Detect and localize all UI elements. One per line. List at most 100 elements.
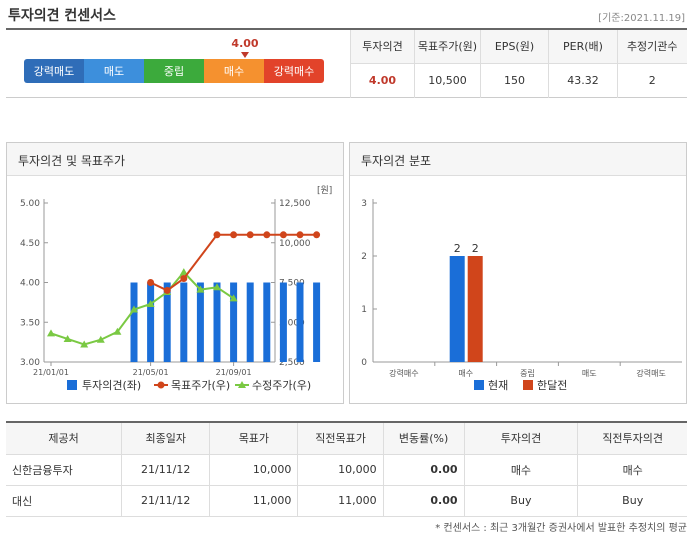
y-left-tick-label: 5.00 [20,199,40,209]
provider-table: 제공처 최종일자 목표가 직전목표가 변동률(%) 투자의견 직전투자의견 신한금융투자 21… [6,421,687,517]
y-left-tick-label: 3.00 [20,358,40,368]
target-price-point [213,231,221,239]
y-tick-label: 1 [361,305,367,315]
summary-table: 투자의견 목표주가(원) EPS(원) PER(배) 추정기관수 4.00 10… [350,30,687,98]
x-tick-label: 21/01/01 [33,368,69,377]
opinion-marker-icon [241,52,249,58]
opinion-marker-value: 4.00 [231,37,259,50]
provider-row: 대신 21/11/12 11,000 11,000 0.00 Buy Buy [6,485,687,517]
prev-opinion: Buy [577,485,687,517]
opinion-bar [163,282,171,362]
legend-target-swatch [157,381,165,389]
x-tick-label: 매수 [458,369,473,378]
prev-target-price: 10,000 [297,454,384,486]
scale-buy: 매수 [204,59,264,83]
adj-price-point [213,283,221,291]
bar-value-label: 2 [454,242,461,255]
y-right-tick-label: 7,500 [279,279,305,289]
target-price-point [230,231,238,239]
target-price-point [263,231,271,239]
y-right-tick-label: 2,500 [279,358,305,368]
provider-header: 투자의견 [463,422,578,455]
change-rate: 0.00 [382,485,465,517]
scale-neutral: 중립 [144,59,204,83]
x-tick-label: 강력매수 [389,368,418,378]
summary-header: PER(배) [548,30,618,64]
target-price-line [150,233,317,292]
last-date: 21/11/12 [121,485,210,517]
opinion-bar [213,282,221,362]
opinion-bar [263,282,271,362]
target-price-point [180,275,188,283]
y-left-tick-label: 3.50 [20,318,40,328]
change-rate: 0.00 [382,454,465,486]
adj-price-line [50,270,235,346]
x-tick-label: 매도 [582,369,597,378]
opinion-bar [180,282,188,362]
target-price-point [296,231,304,239]
y-right-tick-label: 12,500 [279,199,311,209]
x-tick-label: 21/05/01 [133,368,169,377]
target-price: 10,000 [209,454,298,486]
x-tick-label: 21/09/01 [216,368,252,377]
legend-swatch [474,380,484,390]
opinion-bar [147,282,155,362]
adj-price-point [196,285,205,293]
summary-per: 43.32 [548,63,618,98]
y-left-tick-label: 4.00 [20,279,40,289]
y-left-tick-label: 4.50 [20,239,40,249]
opinion-target-panel: 투자의견 및 목표주가 5.00 4.50 4.00 3.50 3.00 12,500 10… [6,142,344,404]
opinion-bar [246,282,254,362]
adj-price-point [47,329,55,337]
page-title: 투자의견 컨센서스 [8,8,116,24]
legend-label: 목표주가(우) [171,379,230,392]
footnote: * 컨센서스 : 최근 3개월간 증권사에서 발표한 추정치의 평균 [435,523,687,534]
opinion-scale: 강력매도 매도 중립 매수 강력매수 [24,59,326,83]
month-ago-bar [467,256,483,362]
scale-strong-buy: 강력매수 [264,59,324,83]
opinion-bar [279,282,287,362]
y-right-tick-label: 5,000 [279,318,305,328]
legend-label: 투자의견(좌) [82,379,141,392]
scale-strong-sell: 강력매도 [24,59,84,83]
target-price-point [279,231,287,239]
opinion: Buy [463,485,578,517]
adj-price-point [146,299,155,307]
current-bar [449,256,465,362]
opinion-bar [313,282,321,362]
y-tick-label: 3 [361,199,367,209]
legend-label: 현재 [488,379,508,392]
legend-label: 한달전 [537,379,567,392]
provider-row: 신한금융투자 21/11/12 10,000 10,000 0.00 매수 매수 [6,454,687,486]
opinion-bar [196,282,204,362]
target-price-point [246,231,254,239]
target-price-point [147,279,155,286]
y-tick-label: 2 [361,252,367,262]
x-tick-label: 중립 [520,369,535,378]
summary-header: 투자의견 [350,30,415,64]
provider-header: 최종일자 [121,422,210,455]
y-tick-label: 0 [361,358,367,368]
summary-target-price: 10,500 [414,63,481,98]
summary-estimators: 2 [617,63,687,98]
y-right-tick-label: 10,000 [279,239,311,249]
provider-name: 대신 [6,485,122,517]
summary-eps: 150 [480,63,549,98]
x-tick-label: 강력매도 [636,368,665,378]
target-price-point [313,231,321,239]
provider-header: 변동률(%) [382,422,465,455]
adj-price-point [229,294,238,302]
summary-header: 추정기관수 [617,30,687,64]
legend-swatch [523,380,533,390]
provider-header: 직전투자의견 [577,422,687,455]
target-price-point [163,286,171,294]
provider-header: 직전목표가 [297,422,384,455]
opinion-bar [130,282,138,362]
consensus-summary: 4.00 강력매도 매도 중립 매수 강력매수 투자의견 목표주가(원) EPS… [6,28,687,98]
provider-header: 제공처 [6,422,122,455]
legend-label: 수정주가(우) [252,379,311,392]
summary-header: EPS(원) [480,30,549,64]
opinion-bar [296,282,304,362]
last-date: 21/11/12 [121,454,210,486]
